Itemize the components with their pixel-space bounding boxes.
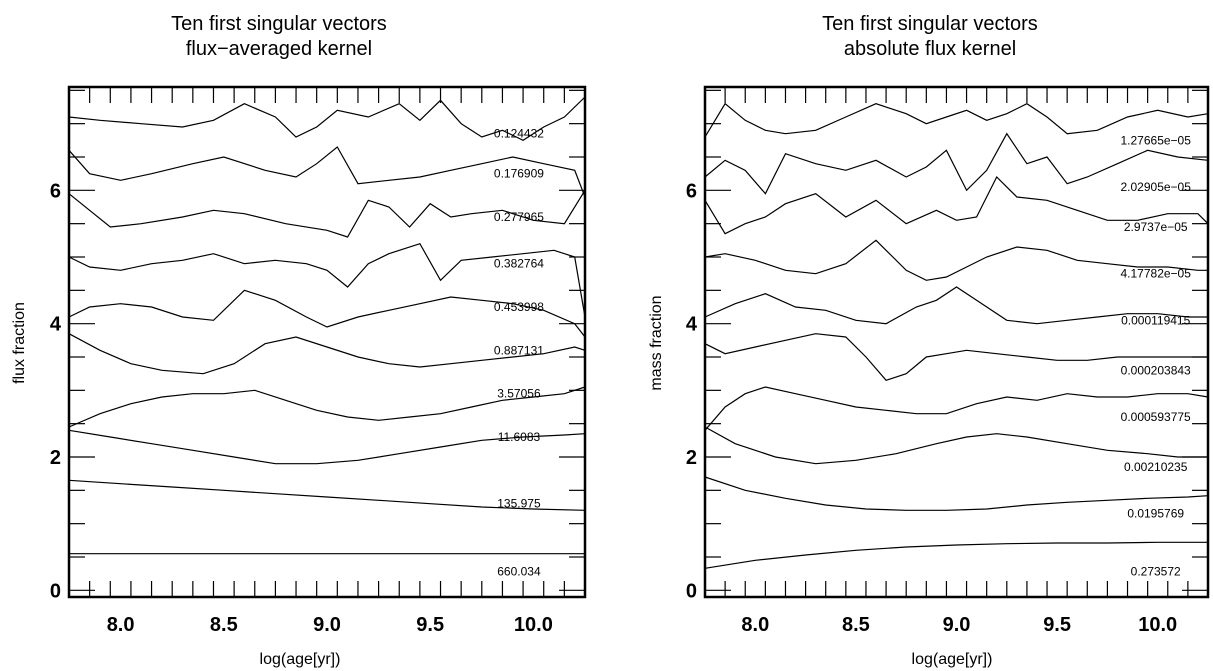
x-tick-label: 10.0 — [514, 614, 553, 636]
series-line-2 — [68, 146, 586, 198]
x-tick-label: 9.0 — [943, 614, 971, 636]
series-line-8 — [704, 426, 1208, 465]
series-line-2 — [704, 132, 1209, 195]
series-value-label: 135.975 — [497, 497, 541, 511]
series-value-label: 0.0195769 — [1127, 507, 1184, 521]
x-tick-label: 8.0 — [107, 614, 135, 636]
series-line-1 — [704, 102, 1209, 138]
series-line-10 — [704, 541, 1208, 569]
series-line-8 — [68, 429, 586, 465]
series-value-label: 0.000119415 — [1121, 313, 1191, 327]
y-tick-label: 2 — [50, 447, 61, 469]
series-value-label: 0.000203843 — [1121, 363, 1191, 377]
series-line-3 — [68, 189, 586, 238]
series-line-3 — [704, 175, 1209, 235]
series-value-label: 0.176909 — [494, 167, 544, 181]
series-line-5 — [704, 286, 1208, 325]
plot-frame — [703, 85, 1210, 599]
x-axis-label: log(age[yr]) — [260, 651, 341, 668]
series-line-6 — [68, 333, 586, 375]
x-tick-label: 9.0 — [313, 614, 341, 636]
y-tick-label: 6 — [50, 180, 61, 202]
tick-labels: 8.0 8.5 9.0 9.5 10.0 0 2 4 6 — [50, 180, 553, 636]
series-value-label: 0.887131 — [494, 343, 544, 357]
y-tick-label: 0 — [686, 580, 697, 602]
axis-ticks — [68, 87, 586, 597]
x-tick-label: 10.0 — [1138, 614, 1177, 636]
series-value-label: 0.382764 — [494, 257, 544, 271]
series-labels: 0.124432 0.176909 0.277965 0.382764 0.453998… — [494, 127, 544, 579]
chart-title-line1: Ten first singular vectors — [822, 13, 1038, 35]
series-lines — [68, 96, 586, 555]
tick-labels: 8.0 8.5 9.0 9.5 10.0 0 2 4 6 — [686, 180, 1177, 636]
chart-title-line1: Ten first singular vectors — [171, 13, 387, 35]
series-value-label: 2.9737e−05 — [1124, 220, 1188, 234]
series-value-label: 11.6083 — [498, 430, 541, 444]
y-tick-label: 6 — [686, 180, 697, 202]
x-tick-label: 9.5 — [416, 614, 444, 636]
series-value-label: 4.17782e−05 — [1120, 267, 1191, 281]
series-line-9 — [704, 476, 1209, 511]
series-labels: 1.27665e−05 2.02905e−05 2.9737e−05 4.17782e… — [1120, 133, 1191, 578]
series-line-1 — [68, 96, 586, 141]
y-tick-label: 4 — [50, 314, 62, 336]
series-line-5 — [68, 289, 586, 338]
series-value-label: 2.02905e−05 — [1120, 180, 1191, 194]
x-tick-label: 8.5 — [210, 614, 238, 636]
series-value-label: 0.00210235 — [1124, 460, 1188, 474]
x-tick-label: 8.0 — [741, 614, 769, 636]
chart-right: Ten first singular vectors absolute flux… — [648, 13, 1210, 668]
series-value-label: 0.453998 — [494, 300, 544, 314]
series-line-6 — [704, 333, 1208, 381]
y-axis-label: flux fraction — [11, 302, 28, 384]
series-value-label: 1.27665e−05 — [1120, 133, 1191, 147]
series-lines — [704, 102, 1209, 569]
series-line-4 — [68, 242, 586, 318]
series-value-label: 660.034 — [497, 565, 541, 579]
plot-frame — [67, 85, 587, 599]
series-value-label: 0.124432 — [494, 127, 544, 141]
series-line-7 — [68, 386, 586, 428]
chart-title-line2: absolute flux kernel — [844, 38, 1016, 60]
y-tick-label: 2 — [686, 447, 697, 469]
chart-left: Ten first singular vectors flux−averaged… — [11, 13, 587, 668]
series-value-label: 3.57056 — [497, 387, 541, 401]
series-line-4 — [704, 239, 1208, 281]
x-tick-label: 8.5 — [842, 614, 870, 636]
axis-ticks — [704, 87, 1209, 597]
x-tick-label: 9.5 — [1043, 614, 1071, 636]
series-value-label: 0.000593775 — [1121, 410, 1191, 424]
series-line-7 — [704, 386, 1209, 431]
series-line-9 — [68, 479, 586, 511]
series-value-label: 0.277965 — [494, 210, 544, 224]
y-tick-label: 4 — [686, 314, 698, 336]
y-tick-label: 0 — [50, 580, 61, 602]
y-axis-label: mass fraction — [648, 295, 665, 390]
chart-title-line2: flux−averaged kernel — [186, 38, 372, 60]
series-value-label: 0.273572 — [1131, 565, 1181, 579]
x-axis-label: log(age[yr]) — [912, 651, 993, 668]
